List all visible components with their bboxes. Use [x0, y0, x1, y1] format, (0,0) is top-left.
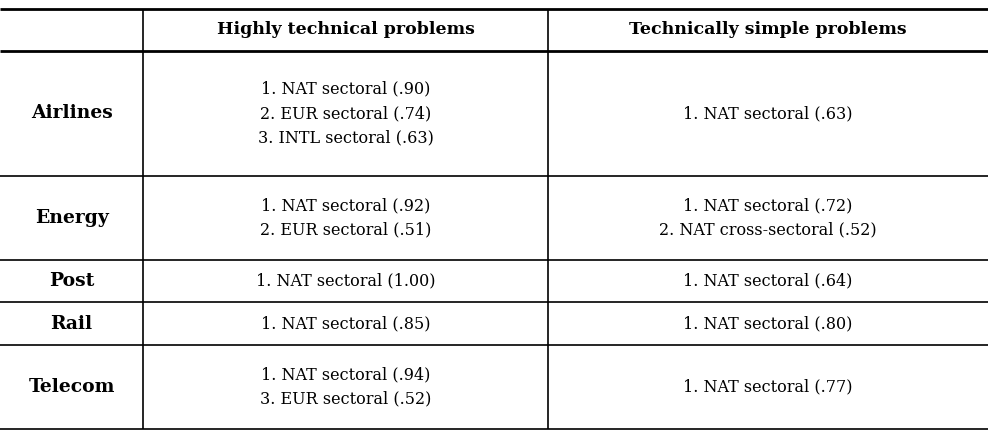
- Text: Energy: Energy: [35, 209, 109, 227]
- Text: Airlines: Airlines: [31, 104, 113, 122]
- Text: Highly technical problems: Highly technical problems: [216, 21, 475, 39]
- Text: Telecom: Telecom: [29, 378, 115, 396]
- Text: 1. NAT sectoral (.72)
2. NAT cross-sectoral (.52): 1. NAT sectoral (.72) 2. NAT cross-secto…: [659, 198, 877, 239]
- Text: 1. NAT sectoral (.94)
3. EUR sectoral (.52): 1. NAT sectoral (.94) 3. EUR sectoral (.…: [260, 367, 432, 408]
- Text: 1. NAT sectoral (.90)
2. EUR sectoral (.74)
3. INTL sectoral (.63): 1. NAT sectoral (.90) 2. EUR sectoral (.…: [258, 81, 434, 146]
- Text: 1. NAT sectoral (.80): 1. NAT sectoral (.80): [684, 315, 853, 332]
- Text: Post: Post: [49, 272, 94, 290]
- Text: 1. NAT sectoral (.64): 1. NAT sectoral (.64): [684, 273, 853, 290]
- Text: 1. NAT sectoral (.77): 1. NAT sectoral (.77): [684, 378, 853, 396]
- Text: 1. NAT sectoral (1.00): 1. NAT sectoral (1.00): [256, 273, 436, 290]
- Text: 1. NAT sectoral (.92)
2. EUR sectoral (.51): 1. NAT sectoral (.92) 2. EUR sectoral (.…: [260, 198, 432, 239]
- Text: 1. NAT sectoral (.63): 1. NAT sectoral (.63): [684, 105, 853, 122]
- Text: 1. NAT sectoral (.85): 1. NAT sectoral (.85): [261, 315, 431, 332]
- Text: Technically simple problems: Technically simple problems: [629, 21, 907, 39]
- Text: Rail: Rail: [50, 314, 93, 332]
